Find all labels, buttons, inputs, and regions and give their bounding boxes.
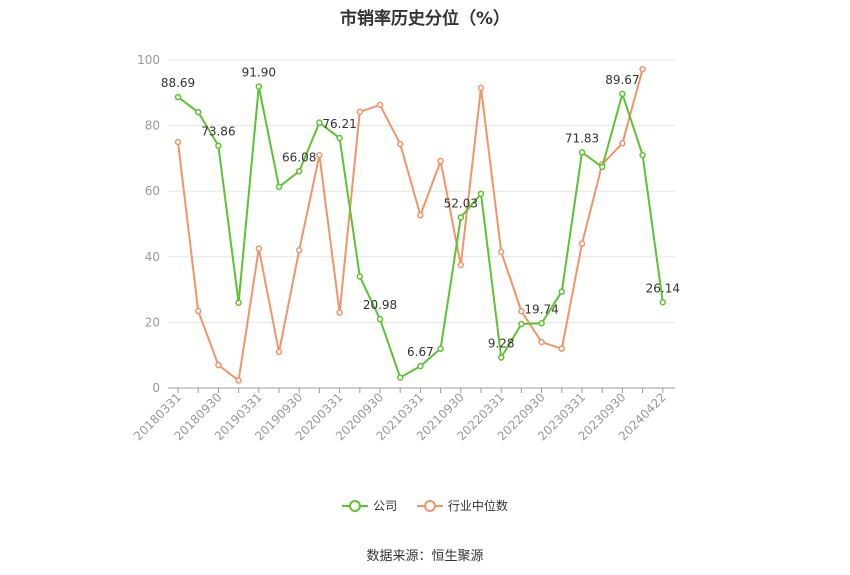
series-lines: [174, 65, 667, 384]
industry-median-point: [215, 361, 222, 369]
company-point: [174, 93, 182, 101]
y-tick-label: 100: [137, 53, 160, 67]
legend-marker-industry-median: [423, 499, 436, 512]
company-point: [457, 214, 465, 221]
industry-median-point: [275, 348, 283, 356]
company-point: [497, 354, 505, 361]
data-label: 76.21: [322, 117, 356, 131]
industry-median-point: [316, 151, 323, 159]
y-tick-label: 60: [145, 184, 160, 198]
company-point: [336, 134, 343, 142]
industry-median-point: [396, 140, 404, 148]
company-point: [598, 163, 606, 171]
data-label: 6.67: [407, 345, 434, 359]
company-point: [215, 142, 222, 149]
company-point: [477, 190, 485, 198]
company-point: [417, 362, 424, 370]
data-label: 73.86: [201, 125, 235, 139]
company-point: [235, 299, 242, 306]
industry-median-point: [639, 65, 646, 73]
industry-median-point: [255, 245, 263, 252]
industry-median-point: [174, 138, 182, 146]
chart-title: 市销率历史分位（%）: [339, 9, 511, 29]
company-point: [639, 151, 646, 159]
company-point: [356, 273, 364, 280]
company-point: [255, 83, 263, 90]
legend-item-company[interactable]: 公司: [342, 497, 397, 514]
industry-median-point: [457, 261, 465, 269]
company-line: [177, 85, 664, 379]
company-point: [194, 108, 202, 116]
data-label: 26.14: [646, 281, 680, 295]
industry-median-point: [235, 377, 242, 384]
company-point: [578, 149, 586, 156]
industry-median-point: [619, 140, 626, 147]
industry-median-point: [194, 307, 202, 315]
industry-median-line: [177, 68, 644, 382]
data-label: 71.83: [565, 131, 599, 145]
industry-median-point: [336, 309, 343, 316]
legend-item-industry-median[interactable]: 行业中位数: [416, 497, 508, 514]
company-point: [619, 90, 626, 98]
grid-lines: [168, 59, 675, 323]
industry-median-point: [295, 246, 303, 254]
industry-median-point: [518, 307, 525, 315]
data-source: 数据来源：恒生聚源: [366, 549, 484, 564]
company-point: [275, 183, 283, 191]
company-point: [295, 168, 303, 175]
industry-median-point: [497, 248, 505, 256]
industry-median-point: [437, 157, 444, 165]
legend: 公司 行业中位数: [0, 497, 850, 516]
legend-swatch-industry-median: [416, 499, 443, 513]
industry-median-point: [376, 101, 384, 109]
data-label: 88.69: [161, 76, 195, 90]
axes: 0204060801002018033120180930201903312019…: [131, 53, 675, 443]
y-tick-label: 20: [145, 315, 160, 329]
company-point: [437, 345, 444, 352]
company-point: [316, 119, 323, 126]
y-tick-label: 80: [145, 119, 160, 133]
company-point: [376, 315, 384, 323]
company-point: [558, 288, 566, 295]
legend-label-company: 公司: [373, 499, 398, 513]
industry-median-point: [477, 84, 485, 92]
company-point: [396, 374, 404, 381]
company-point: [538, 320, 545, 327]
company-point: [518, 320, 525, 328]
y-tick-label: 0: [152, 381, 160, 395]
legend-marker-company: [349, 499, 362, 512]
industry-median-point: [417, 211, 424, 219]
industry-median-point: [578, 240, 586, 247]
legend-label-industry-median: 行业中位数: [447, 499, 508, 513]
industry-median-point: [558, 345, 566, 352]
company-point: [659, 299, 667, 306]
data-label: 66.08: [282, 150, 316, 164]
data-label: 52.03: [444, 196, 478, 210]
data-labels: 88.69 73.86 91.90 66.08 76.21 20.98 6.67 52.03 9…: [161, 66, 680, 360]
data-label: 9.28: [488, 337, 515, 351]
data-label: 89.67: [605, 73, 639, 87]
y-tick-label: 40: [145, 250, 160, 264]
industry-median-point: [356, 108, 364, 116]
data-label: 19.74: [524, 302, 558, 316]
legend-swatch-company: [342, 499, 369, 513]
data-label: 91.90: [242, 66, 276, 80]
industry-median-point: [538, 338, 545, 346]
data-label: 20.98: [363, 298, 397, 312]
